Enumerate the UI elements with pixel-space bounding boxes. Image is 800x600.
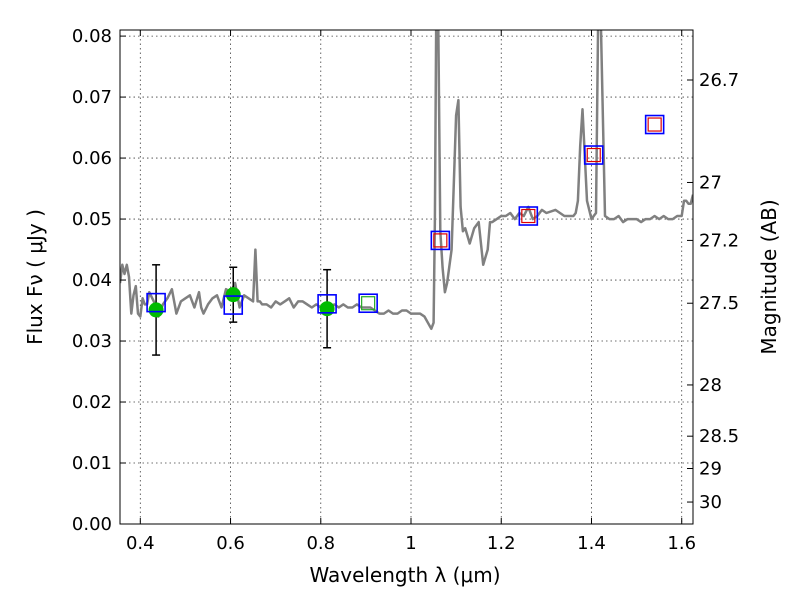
- model-square: [223, 295, 244, 315]
- observed-point: [319, 301, 335, 317]
- axes: 0.4 0.6 0.8 1 1.2 1.4 1.6 0.00 0.01 0.02 0.03 0.04 0…: [72, 26, 739, 554]
- x-tick-label: 0.8: [306, 533, 335, 554]
- x-tick-label: 1.4: [577, 533, 606, 554]
- y-tick-label: 0.04: [72, 270, 112, 291]
- model-square: [358, 293, 378, 314]
- y2-tick-label: 26.7: [699, 70, 739, 91]
- y-tick-label: 0.02: [72, 392, 112, 413]
- y-tick-label: 0.00: [72, 514, 112, 535]
- spectrum-line: [120, 30, 693, 331]
- observed-point: [225, 287, 241, 303]
- x-tick-label: 1: [405, 533, 416, 554]
- y2-tick-label: 27.5: [699, 293, 739, 314]
- model-square: [317, 294, 337, 314]
- model-square: [430, 230, 451, 251]
- model-square: [644, 114, 665, 135]
- x-tick-label: 0.4: [126, 533, 155, 554]
- inner-square: [647, 117, 662, 132]
- y2-tick-label: 30: [699, 492, 722, 513]
- y2-tick-label: 28: [699, 375, 722, 396]
- y-tick-label: 0.07: [72, 87, 112, 108]
- model-square: [146, 292, 166, 313]
- x-tick-label: 0.6: [216, 533, 245, 554]
- y-tick-label: 0.03: [72, 331, 112, 352]
- y2-axis-title: Magnitude (AB): [757, 199, 781, 354]
- y-axis-title: Flux Fν ( μJy ): [23, 209, 47, 345]
- y-tick-label: 0.08: [72, 26, 112, 47]
- y2-tick-label: 27.2: [699, 230, 739, 251]
- y-tick-label: 0.01: [72, 453, 112, 474]
- y2-tick-label: 28.5: [699, 426, 739, 447]
- x-axis-title: Wavelength λ (μm): [309, 563, 500, 587]
- plot-frame: [119, 29, 694, 525]
- inner-square: [521, 208, 536, 224]
- y2-tick-label: 27: [699, 172, 722, 193]
- y-tick-label: 0.05: [72, 209, 112, 230]
- grid: [120, 30, 693, 524]
- y2-tick-label: 29: [699, 459, 722, 480]
- inner-square: [586, 147, 601, 163]
- model-square: [518, 206, 539, 226]
- inner-square: [433, 233, 448, 248]
- model-square: [583, 145, 604, 165]
- inner-square: [361, 296, 376, 311]
- x-tick-label: 1.6: [667, 533, 696, 554]
- series-layer: [120, 30, 693, 356]
- observed-point: [148, 302, 164, 318]
- y-tick-label: 0.06: [72, 148, 112, 169]
- x-tick-label: 1.2: [487, 533, 516, 554]
